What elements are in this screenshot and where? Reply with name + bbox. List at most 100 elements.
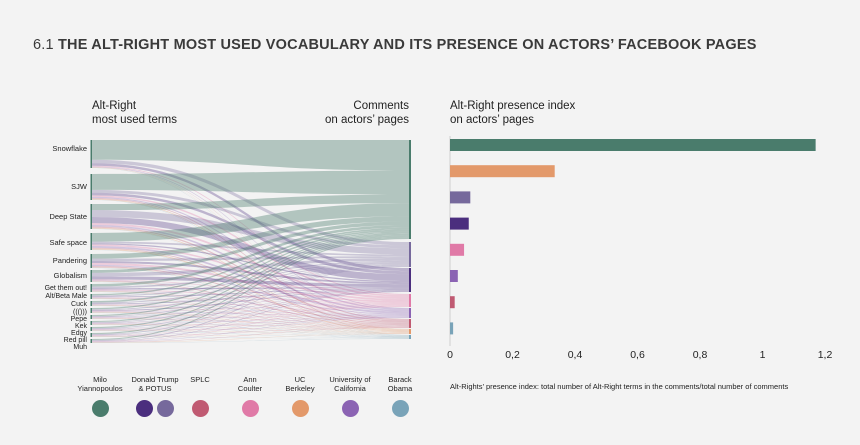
sankey-flow bbox=[92, 305, 409, 338]
sankey-left-header: Alt-Right most used terms bbox=[92, 99, 177, 127]
sankey-flow bbox=[92, 165, 409, 296]
term-label: Globalism bbox=[54, 271, 87, 280]
legend-swatch bbox=[136, 400, 153, 417]
legend-item: Milo Yiannopoulos bbox=[65, 375, 135, 417]
sankey-flow bbox=[92, 312, 409, 333]
legend-swatches bbox=[65, 400, 135, 417]
legend-label-line: Berkeley bbox=[285, 384, 315, 393]
header-line: Alt-Right bbox=[92, 100, 137, 112]
sankey-flow bbox=[92, 170, 409, 195]
legend-swatch bbox=[91, 400, 109, 417]
actor-node bbox=[409, 319, 411, 328]
term-node bbox=[90, 174, 92, 200]
sankey-flow bbox=[92, 189, 409, 249]
sankey-flow bbox=[92, 262, 409, 304]
sankey-flow bbox=[92, 291, 409, 342]
sankey-flow bbox=[92, 226, 409, 322]
term-label: Red pill bbox=[64, 337, 88, 344]
legend-item: Donald Trump & POTUS bbox=[120, 375, 190, 417]
sankey-flow bbox=[92, 290, 409, 326]
sankey-flow bbox=[92, 276, 409, 288]
legend-swatches bbox=[120, 400, 190, 417]
sankey-flow bbox=[92, 311, 409, 317]
legend-label: University of California bbox=[315, 375, 385, 393]
sankey-flow bbox=[92, 247, 409, 323]
sankey-flow bbox=[92, 317, 409, 342]
sankey-flow bbox=[92, 260, 409, 289]
term-label: SJW bbox=[71, 182, 88, 191]
legend-swatch bbox=[157, 400, 174, 417]
sankey-flow bbox=[92, 305, 409, 333]
legend-item: UC Berkeley bbox=[265, 375, 335, 417]
sankey-flow bbox=[92, 323, 409, 327]
sankey-flow bbox=[92, 336, 409, 339]
page-title: 6.1 THE ALT-RIGHT MOST USED VOCABULARY A… bbox=[33, 37, 757, 53]
legend-label-line: Donald Trump bbox=[131, 375, 179, 384]
bar bbox=[450, 270, 458, 282]
sankey-flow bbox=[92, 257, 409, 277]
term-node bbox=[90, 140, 92, 168]
sankey-flow bbox=[92, 249, 409, 337]
sankey-flow bbox=[92, 333, 409, 343]
tick-label: 0 bbox=[447, 349, 453, 361]
term-node bbox=[90, 233, 92, 250]
term-node bbox=[90, 294, 92, 299]
sankey-flow bbox=[92, 225, 409, 287]
sankey-flow bbox=[92, 290, 409, 324]
sankey-flow bbox=[92, 304, 409, 305]
sankey-flow bbox=[92, 227, 409, 331]
sankey-flow bbox=[92, 216, 409, 282]
legend-label: UC Berkeley bbox=[265, 375, 335, 393]
sankey-flow bbox=[92, 304, 409, 326]
tick-label: 0,4 bbox=[568, 349, 583, 361]
legend-label-line: & POTUS bbox=[138, 384, 172, 393]
header-line: on actors’ pages bbox=[325, 114, 409, 126]
sankey-flow bbox=[92, 290, 409, 316]
legend-label: Barack Obama bbox=[365, 375, 435, 393]
sankey-flow bbox=[92, 290, 409, 318]
legend-swatch bbox=[391, 400, 409, 417]
bar bbox=[450, 217, 469, 230]
sankey-flow bbox=[92, 312, 409, 338]
actor-node bbox=[409, 268, 411, 292]
sankey-flow bbox=[92, 280, 409, 315]
sankey-flow bbox=[92, 261, 409, 285]
legend-label: Ann Coulter bbox=[215, 375, 285, 393]
term-label: Muh bbox=[73, 344, 87, 351]
sankey-flow bbox=[92, 203, 409, 242]
actor-node bbox=[409, 242, 411, 267]
sankey-flow bbox=[92, 318, 409, 338]
sankey-flow bbox=[92, 305, 409, 318]
header-line: on actors’ pages bbox=[450, 114, 534, 126]
sankey-flow bbox=[92, 326, 409, 331]
term-node bbox=[90, 321, 92, 325]
term-label: Pepe bbox=[71, 316, 87, 323]
title-text: THE ALT-RIGHT MOST USED VOCABULARY AND I… bbox=[58, 37, 757, 53]
legend-label-line: SPLC bbox=[190, 375, 210, 384]
sankey-flow bbox=[92, 192, 409, 275]
sankey-flow bbox=[92, 338, 409, 343]
sankey-flow bbox=[92, 261, 409, 297]
term-node bbox=[90, 284, 92, 292]
sankey-flow bbox=[92, 266, 409, 325]
sankey-flow bbox=[92, 243, 409, 283]
legend-swatches bbox=[165, 400, 235, 417]
legend-label-line: University of bbox=[329, 375, 371, 384]
sankey-flow bbox=[92, 196, 409, 310]
actor-node bbox=[409, 335, 411, 339]
sankey-flow bbox=[92, 241, 409, 257]
term-label: Snowflake bbox=[52, 144, 87, 153]
sankey-flow bbox=[92, 305, 409, 330]
sankey-flow bbox=[92, 228, 409, 336]
legend-swatches bbox=[215, 400, 285, 417]
term-label: Alt/Beta Male bbox=[45, 293, 87, 300]
sankey-flow bbox=[92, 324, 409, 334]
sankey-flow bbox=[92, 197, 409, 321]
term-node bbox=[90, 270, 92, 282]
bar-chart-header: Alt-Right presence index on actors’ page… bbox=[450, 99, 575, 127]
sankey-flow bbox=[92, 297, 409, 326]
sankey-flow bbox=[92, 317, 409, 330]
legend-label-line: Yiannopoulos bbox=[77, 384, 123, 393]
sankey-flow bbox=[92, 317, 409, 327]
sankey-flow bbox=[92, 265, 409, 329]
